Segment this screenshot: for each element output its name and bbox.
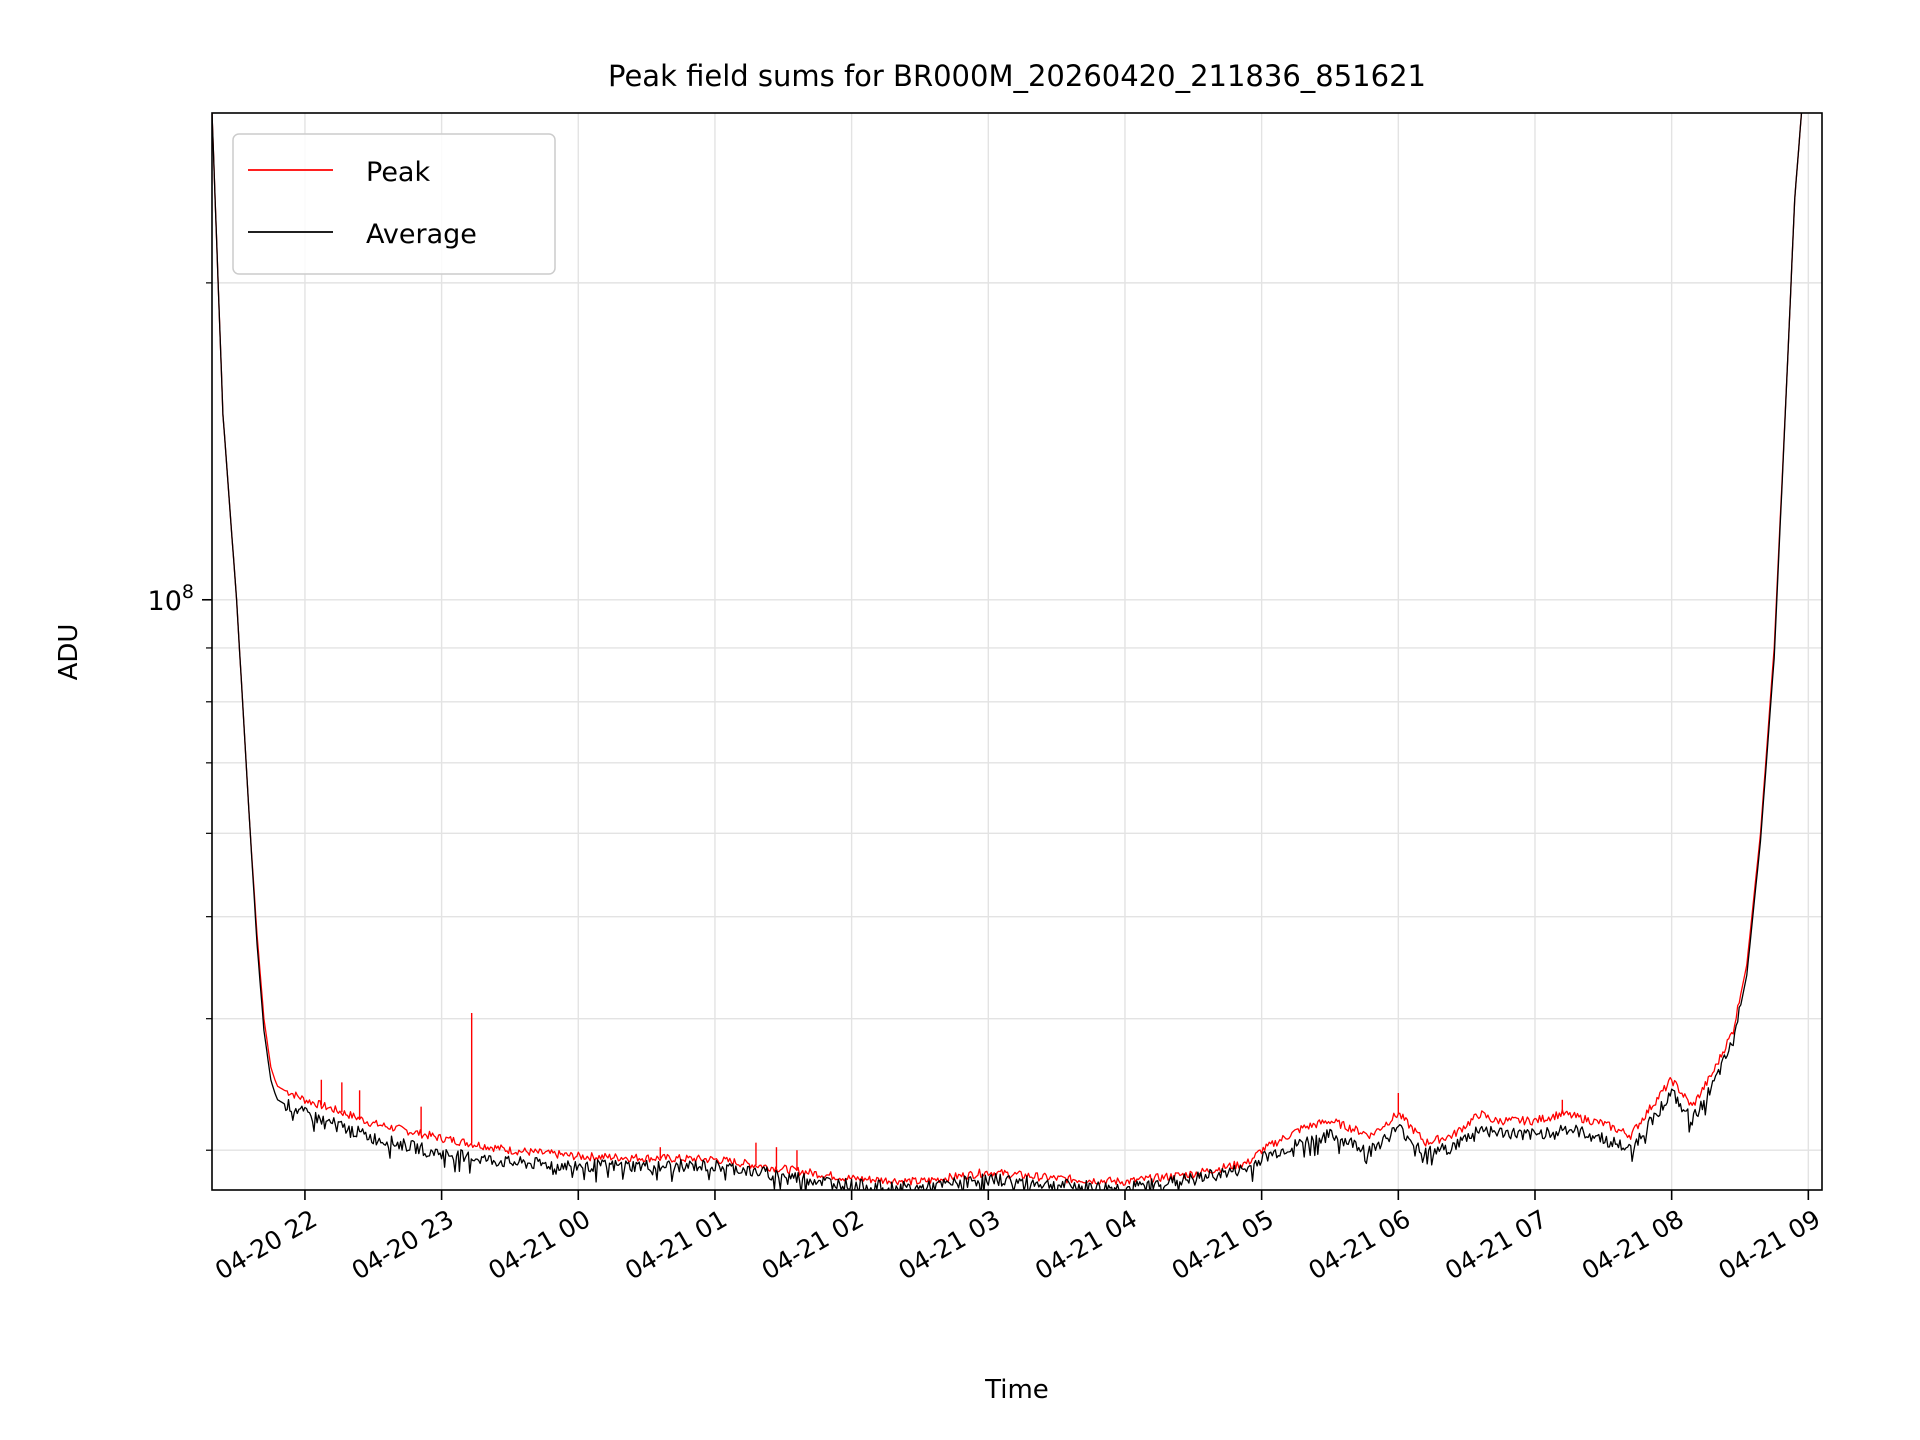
series-line-average [212,113,1803,1190]
series-layer [212,113,1803,1190]
grid [212,113,1822,1190]
x-axis-label: Time [984,1375,1049,1405]
y-axis-label: ADU [54,624,84,681]
legend: Peak Average [232,133,556,275]
y-axis: 108 [148,282,212,1151]
chart-title: Peak field sums for BR000M_20260420_2118… [608,59,1426,93]
legend-box [232,133,556,275]
series-line-peak [212,113,1803,1186]
legend-label-peak: Peak [366,157,430,188]
plot-frame [211,112,1823,1191]
legend-label-average: Average [366,219,477,250]
y-tick-label: 108 [148,581,194,617]
